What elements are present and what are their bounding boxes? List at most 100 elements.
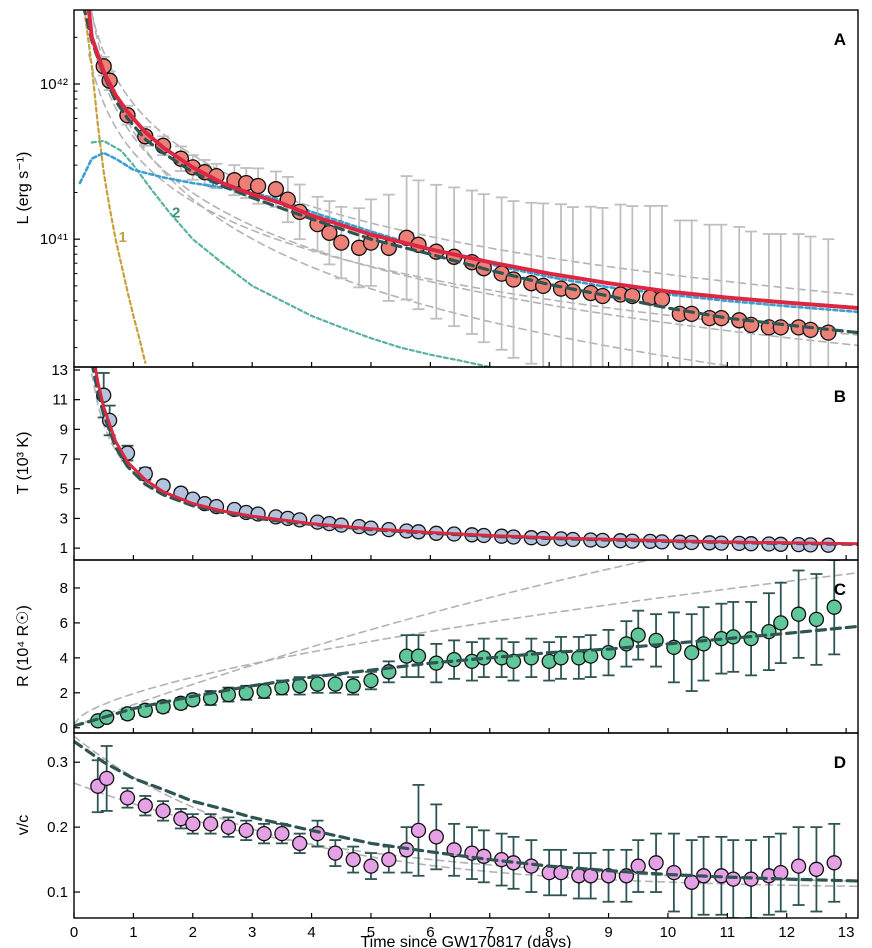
luminosity-point [564, 283, 582, 300]
luminosity-point [249, 177, 267, 195]
x-tick-label: 8 [545, 924, 553, 941]
data-points [90, 58, 842, 890]
radius-point [583, 648, 599, 664]
velocity-point [155, 803, 171, 819]
x-tick-label: 2 [189, 924, 197, 941]
x-tick-label: 0 [70, 924, 78, 941]
radius-point [695, 636, 712, 652]
y-tick-label: 4 [60, 650, 68, 667]
velocity-point [583, 868, 599, 884]
x-tick-label: 10 [660, 924, 677, 941]
component-2-line [90, 139, 491, 367]
component-label: 2 [172, 205, 180, 222]
radius-point [238, 685, 254, 701]
dark-model-line-a [82, 10, 858, 335]
radius-point [363, 672, 379, 689]
grey-model-line [88, 23, 858, 347]
y-tick-label: 10⁴² [40, 76, 68, 93]
velocity-point [292, 835, 308, 852]
velocity-point [553, 864, 569, 881]
y-tick-label: 11 [52, 392, 68, 409]
x-tick-label: 5 [367, 924, 375, 941]
model-curves [78, 10, 858, 367]
x-tick-label: 9 [604, 924, 612, 941]
component-3-line [78, 151, 858, 314]
component-1-line [83, 10, 147, 364]
y-axis-label: v/c [15, 815, 32, 835]
x-tick-label: 13 [838, 924, 855, 941]
model-curves-top [74, 10, 858, 883]
y-tick-label: 13 [51, 362, 68, 379]
velocity-point [309, 825, 326, 842]
y-tick-label: 3 [60, 510, 68, 527]
radius-point [309, 676, 326, 692]
velocity-point [808, 861, 825, 877]
panel-letter: A [834, 30, 846, 49]
radius-point [505, 653, 522, 670]
velocity-point [725, 871, 741, 887]
radius-point [790, 606, 807, 622]
radius-point [553, 650, 569, 666]
radius-point [684, 644, 700, 661]
velocity-point [428, 829, 444, 845]
grey-model-line [90, 10, 741, 367]
dark-model-line-d [74, 739, 858, 883]
grey-model-line [74, 782, 858, 883]
velocity-point [790, 858, 807, 874]
y-tick-label: 5 [60, 481, 68, 498]
x-tick-label: 7 [486, 924, 494, 941]
grey-model-line [88, 53, 858, 336]
y-tick-label: 0.2 [47, 819, 68, 836]
velocity-point [119, 790, 136, 806]
velocity-point [648, 855, 664, 871]
velocity-point [274, 825, 290, 842]
component-label: 3 [206, 175, 214, 192]
dark-model-line-b [91, 367, 858, 547]
grey-model-line [74, 560, 653, 727]
velocity-point [238, 822, 254, 839]
radius-point [630, 627, 646, 643]
velocity-point [476, 848, 492, 864]
component-label: 1 [119, 229, 127, 246]
velocity-point [220, 819, 237, 835]
velocity-point [666, 864, 682, 881]
x-axis-label: Time since GW170817 (days) [360, 934, 571, 948]
y-tick-label: 2 [60, 685, 68, 702]
y-tick-label: 10⁴¹ [40, 231, 68, 248]
radius-point [773, 615, 789, 631]
velocity-point [256, 825, 272, 842]
frames [73, 9, 859, 919]
radius-point [826, 599, 842, 615]
velocity-point [327, 845, 343, 861]
x-tick-label: 12 [778, 924, 795, 941]
x-tick-label: 11 [720, 924, 736, 941]
velocity-point [99, 770, 115, 787]
grey-model-line [74, 571, 858, 726]
velocity-point [363, 858, 379, 874]
luminosity-point [333, 234, 350, 251]
grey-model-line [91, 373, 858, 545]
radius-point [808, 611, 825, 628]
x-tick-label: 6 [426, 924, 434, 941]
velocity-point [202, 816, 219, 832]
y-tick-label: 7 [60, 451, 68, 468]
panel-letter: C [834, 580, 846, 599]
x-tick-label: 4 [307, 924, 315, 941]
velocity-point [345, 851, 361, 868]
text-labels: 0 1 2 3 4 5 6 7 8 9 10 11 12 1310⁴¹10⁴²13579111302468… [15, 30, 854, 948]
radius-point [345, 678, 361, 694]
y-axis-label: L (erg s⁻¹) [15, 152, 32, 225]
velocity-point [185, 816, 201, 832]
velocity-point [826, 855, 842, 871]
x-tick-label: 3 [248, 924, 256, 941]
grey-model-line [90, 10, 858, 296]
y-tick-label: 6 [60, 615, 68, 632]
velocity-point [137, 798, 153, 814]
grey-model-curves [74, 10, 858, 888]
luminosity-point [802, 321, 819, 339]
y-tick-label: 0.3 [47, 754, 68, 771]
panel-letter: B [834, 387, 846, 406]
luminosity-point [267, 181, 285, 198]
dark-model-line-c [74, 624, 858, 728]
y-tick-label: 9 [60, 421, 68, 438]
